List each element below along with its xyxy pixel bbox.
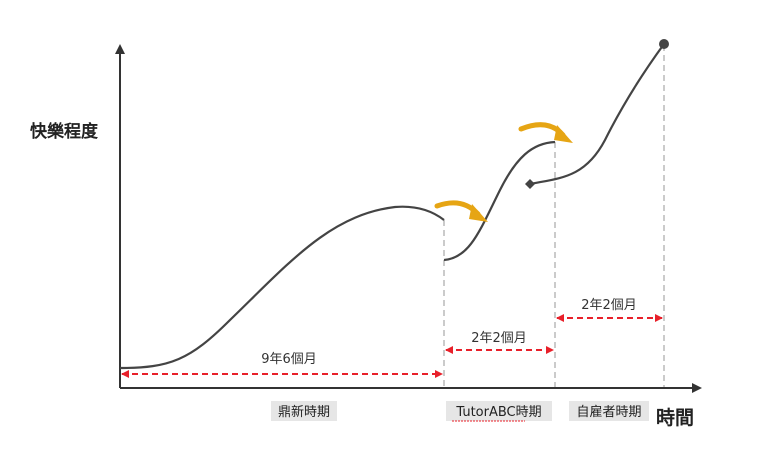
period-label-bg — [569, 401, 649, 421]
period-label-3: 自雇者時期 — [576, 404, 641, 420]
duration-label-3: 2年2個月 — [581, 298, 637, 313]
curve-period-2 — [443, 140, 556, 262]
duration-label-2: 2年2個月 — [471, 331, 527, 346]
transition-arrow-1 — [434, 200, 488, 222]
curve-end-dot — [659, 39, 669, 49]
x-axis-label: 時間 — [656, 407, 694, 429]
period-label-bg — [446, 401, 552, 421]
curve-period-1 — [119, 205, 445, 370]
period-label-2: TutorABC時期 — [455, 405, 541, 420]
duration-label-1: 9年6個月 — [261, 352, 317, 367]
curve-start-diamond — [525, 179, 535, 189]
period-dividers — [443, 45, 665, 388]
period-label-1: 鼎新時期 — [278, 404, 330, 420]
period-label-bg — [271, 401, 337, 421]
transition-arrow-2 — [518, 122, 573, 143]
curve-period-3 — [529, 43, 665, 186]
y-axis-label: 快樂程度 — [30, 121, 99, 142]
